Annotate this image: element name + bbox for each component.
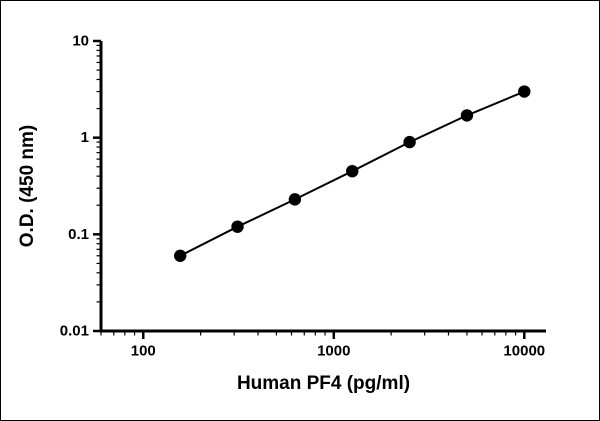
data-point xyxy=(174,249,187,262)
axis-spines xyxy=(99,41,546,333)
data-point xyxy=(403,135,416,149)
x-tick-label: 100 xyxy=(131,342,156,359)
data-point xyxy=(346,164,359,178)
data-point xyxy=(231,220,244,233)
y-axis-label: O.D. (450 nm) xyxy=(17,125,38,247)
data-point xyxy=(460,109,474,122)
y-tick-label: 10 xyxy=(72,33,89,50)
y-tick-label: 0.01 xyxy=(60,323,89,340)
x-tick-label: 1000 xyxy=(317,342,350,359)
y-tick-label: 1 xyxy=(81,129,89,146)
y-tick-label: 0.1 xyxy=(68,226,89,243)
x-tick-label: 10000 xyxy=(503,342,545,359)
data-point xyxy=(518,85,531,98)
data-point xyxy=(288,193,302,206)
x-axis-label: Human PF4 (pg/ml) xyxy=(237,373,410,394)
